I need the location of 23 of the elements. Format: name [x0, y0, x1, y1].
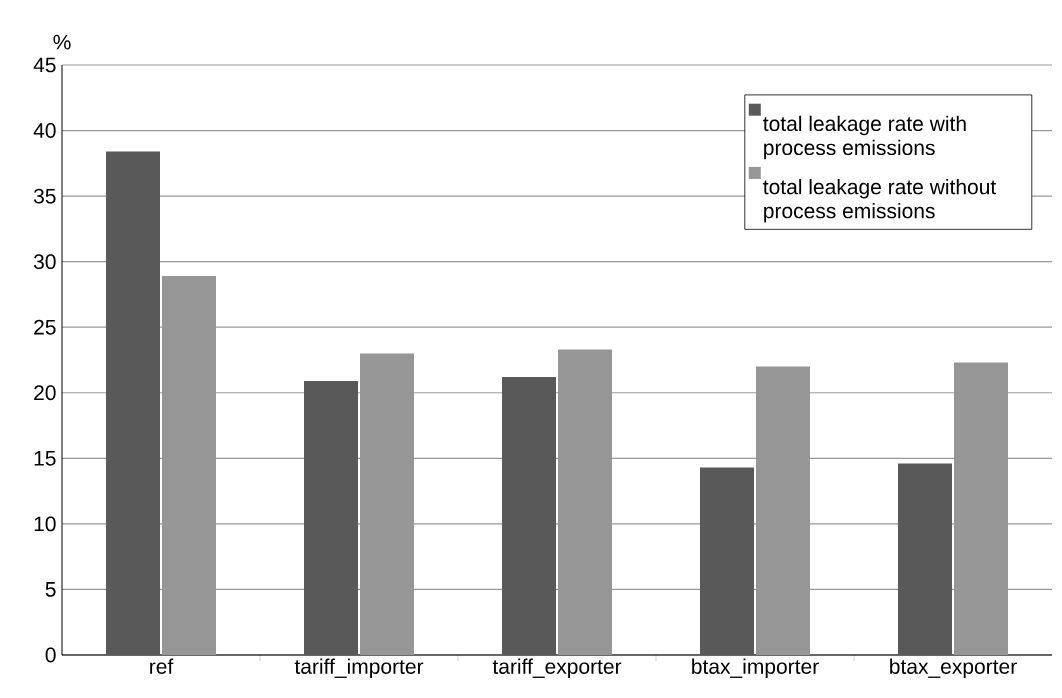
- y-tick-label: 25: [34, 319, 56, 335]
- legend-label: total leakage rate without process emissions: [763, 178, 997, 223]
- y-tick-label: 0: [45, 647, 56, 663]
- bar: [700, 467, 755, 655]
- y-tick-label: 5: [45, 582, 56, 597]
- y-tick-label: 15: [34, 451, 56, 466]
- bar: [502, 377, 556, 655]
- y-tick-label: 20: [34, 385, 56, 401]
- bar: [898, 463, 952, 655]
- y-tick-label: 40: [33, 123, 56, 138]
- legend-label: total leakage rate with process emissions: [763, 115, 966, 160]
- y-tick-label: 30: [33, 254, 56, 270]
- x-tick-label: btax_importer: [692, 658, 819, 679]
- y-axis-title: %: [53, 34, 71, 50]
- bar: [304, 380, 359, 655]
- x-tick-label: btax_exporter: [890, 658, 1017, 679]
- x-tick-label: tariff_exporter: [492, 658, 622, 679]
- y-tick-label: 35: [33, 188, 56, 204]
- y-tick-label: 45: [33, 57, 56, 73]
- y-tick-label: 10: [34, 516, 56, 532]
- x-tick-label: tariff_importer: [294, 658, 424, 679]
- x-tick-label: ref: [150, 658, 174, 674]
- bar: [106, 151, 161, 655]
